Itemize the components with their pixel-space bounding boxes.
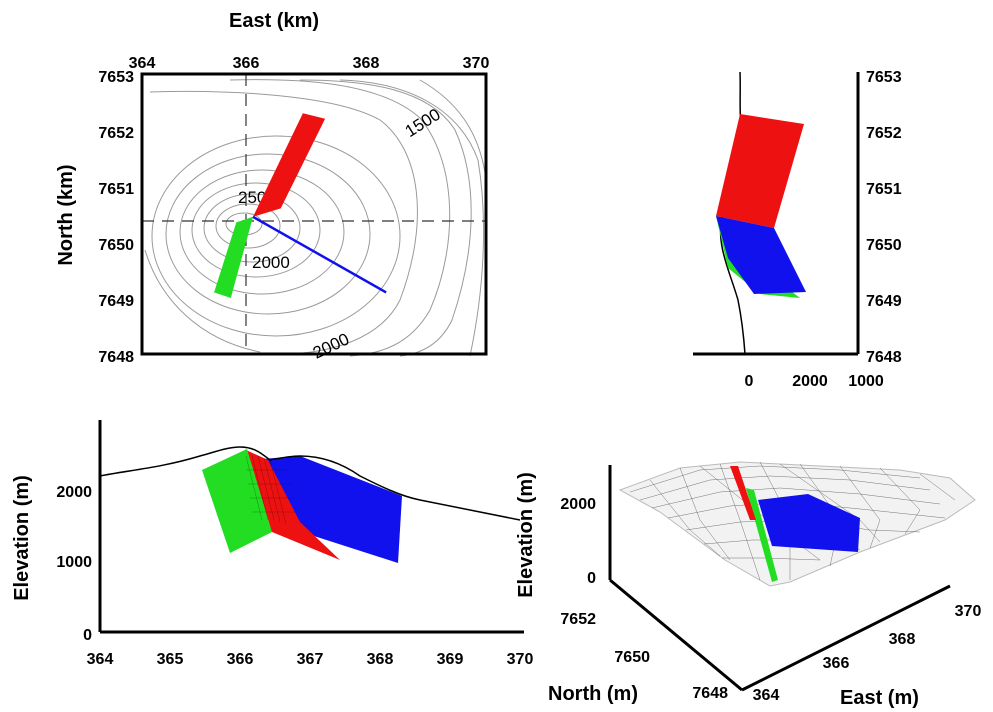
perspective-zlabel: Elevation (m): [515, 472, 537, 598]
map-ytick: 7652: [98, 125, 134, 142]
perspective-east-tick: 364: [753, 687, 780, 704]
perspective-north-tick: 7650: [614, 649, 650, 666]
section-ytick: 0: [83, 627, 92, 644]
section-xtick: 364: [87, 651, 114, 668]
map-xtick: 370: [463, 55, 490, 72]
section-xtick: 369: [437, 651, 464, 668]
perspective-north-tick: 7648: [692, 685, 728, 702]
perspective-ztick: 2000: [560, 496, 596, 513]
perspective-xlabel: East (m): [840, 687, 919, 709]
perspective-east-axis: [742, 586, 950, 690]
perspective-east-tick: 366: [823, 655, 850, 672]
section-ytick: 2000: [56, 484, 92, 501]
perspective-panel: Elevation (m) 2000 0: [515, 462, 981, 709]
section-xtick: 370: [507, 651, 534, 668]
section-xtick: 368: [367, 651, 394, 668]
contour-line: [420, 80, 486, 180]
side-ytick: 7648: [866, 349, 902, 366]
blue-fault-plane: [716, 216, 806, 294]
red-fault-plane: [716, 114, 804, 228]
side-panel: 7653 7652 7651 7650 7649 7648 0 2000 100…: [693, 69, 902, 390]
section-ytick: 1000: [56, 554, 92, 571]
contour-label: 2000: [310, 329, 352, 362]
section-panel: Elevation (m) 2000 1000 0 364 365 366 36…: [11, 420, 533, 668]
map-xtick: 368: [353, 55, 380, 72]
map-ytick: 7653: [98, 69, 134, 86]
side-ytick: 7653: [866, 69, 902, 86]
side-ytick: 7649: [866, 293, 902, 310]
side-ytick: 7652: [866, 125, 902, 142]
map-ytick: 7649: [98, 293, 134, 310]
perspective-ztick: 0: [587, 570, 596, 587]
contour-line: [145, 250, 260, 352]
map-ylabel: North (km): [55, 164, 77, 265]
map-ytick: 7650: [98, 237, 134, 254]
side-xtick: 2000: [792, 373, 828, 390]
contour-line: [300, 80, 471, 356]
perspective-east-tick: 368: [889, 631, 916, 648]
section-xtick: 365: [157, 651, 184, 668]
side-ytick: 7651: [866, 181, 902, 198]
perspective-east-tick: 370: [955, 603, 982, 620]
side-xtick: 1000: [848, 373, 884, 390]
map-ytick: 7648: [98, 349, 134, 366]
side-ytick: 7650: [866, 237, 902, 254]
section-ylabel: Elevation (m): [11, 475, 33, 601]
map-xlabel: East (km): [229, 10, 319, 32]
perspective-ylabel: North (m): [548, 683, 638, 705]
contour-line: [150, 91, 417, 354]
map-xtick: 366: [233, 55, 260, 72]
green-fault-plane: [214, 217, 253, 298]
map-ytick: 7651: [98, 181, 134, 198]
map-panel: East (km) North (km) 364 366 368 370 765…: [55, 10, 489, 366]
section-xtick: 367: [297, 651, 324, 668]
perspective-north-axis: [610, 580, 742, 690]
perspective-north-tick: 7652: [560, 611, 596, 628]
contour-line: [166, 154, 370, 314]
contour-label: 2000: [252, 253, 290, 272]
section-xtick: 366: [227, 651, 254, 668]
red-fault-plane: [253, 113, 325, 217]
side-xtick: 0: [745, 373, 754, 390]
